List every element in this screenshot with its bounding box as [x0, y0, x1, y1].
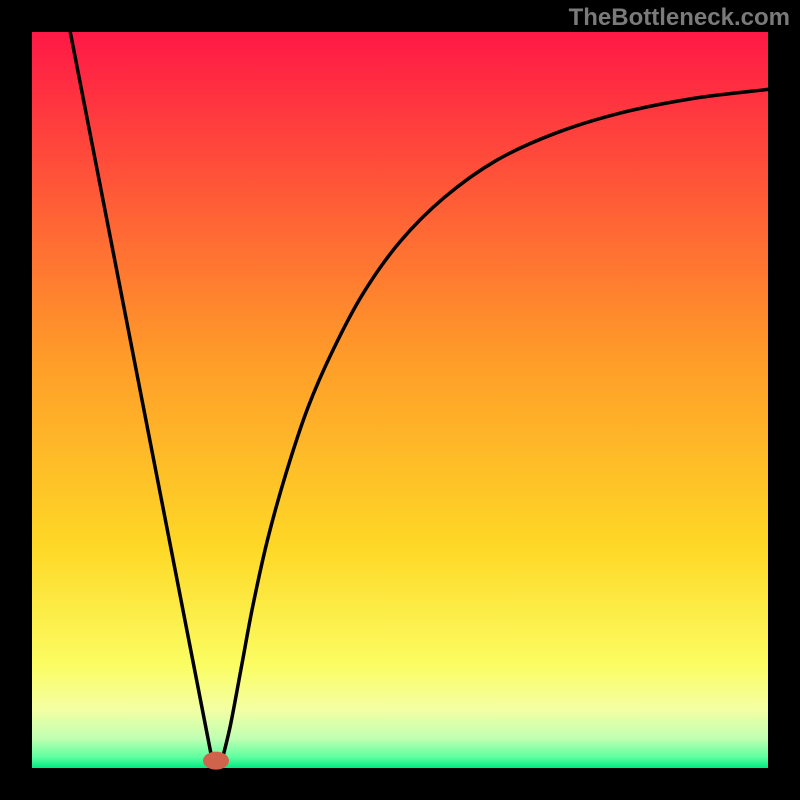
optimum-marker: [203, 752, 229, 770]
watermark-label: TheBottleneck.com: [569, 4, 790, 32]
bottleneck-chart: [0, 0, 800, 800]
chart-container: TheBottleneck.com: [0, 0, 800, 800]
